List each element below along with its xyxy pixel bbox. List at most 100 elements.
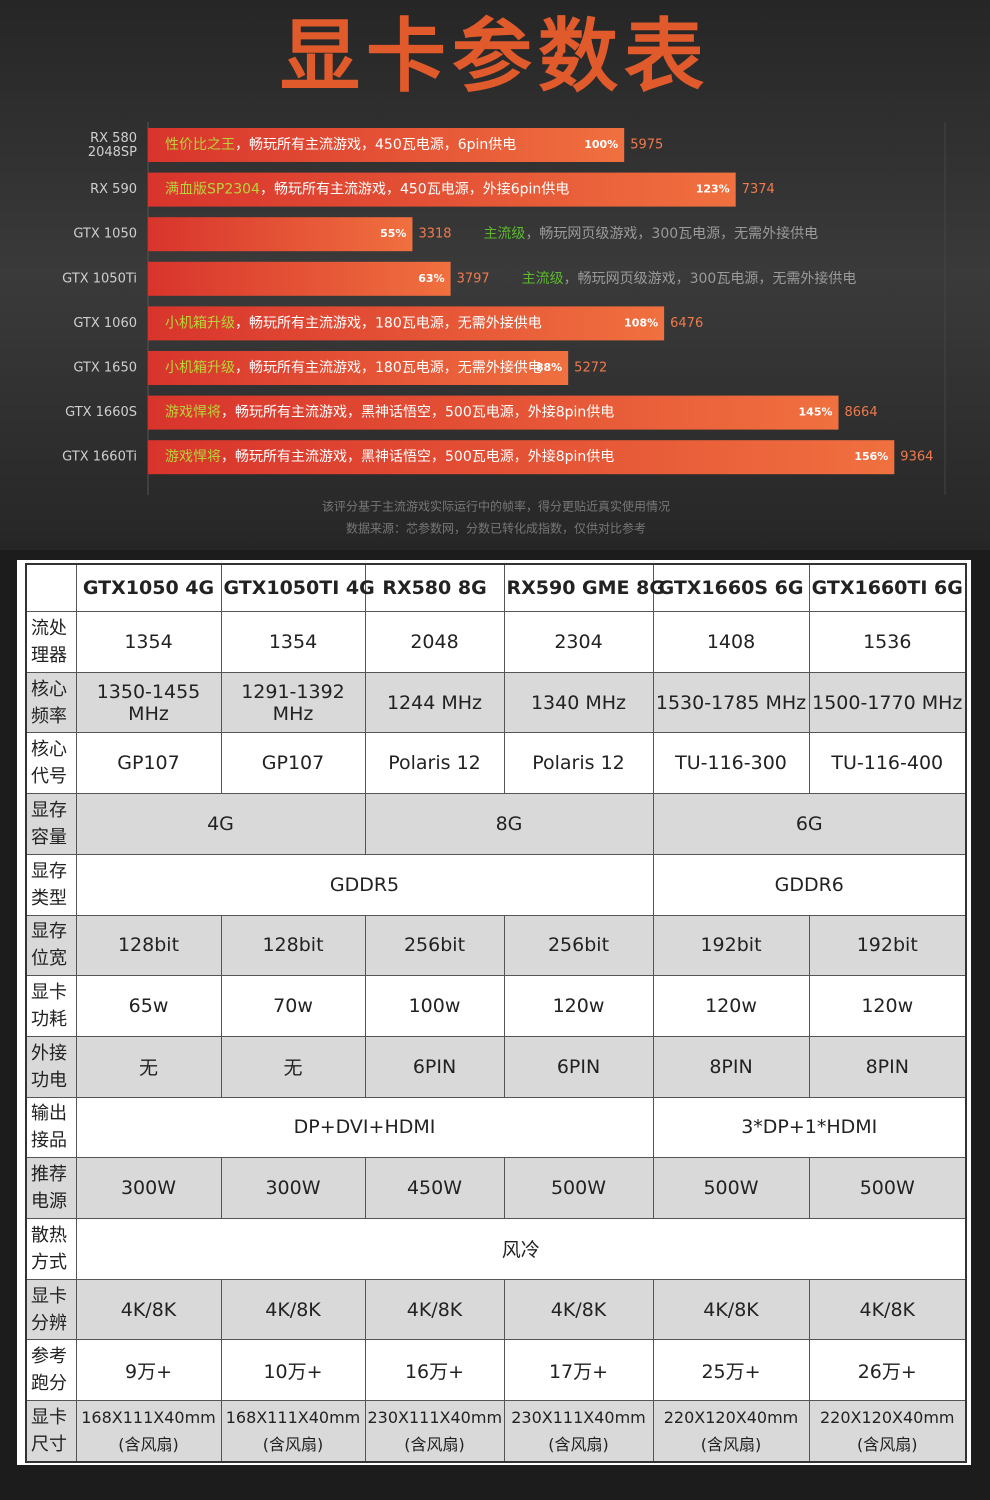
percent-label: 156% — [854, 450, 888, 463]
table-cell: 1350-1455 MHz — [75, 671, 222, 734]
table-cell: 168X111X40mm (含风扇) — [75, 1400, 222, 1463]
row-label: 流处理器 — [25, 611, 77, 673]
description-highlight: 满血版SP2304 — [165, 182, 260, 198]
table-cell: 4K/8K — [503, 1278, 654, 1341]
table-cell: 128bit — [220, 914, 366, 977]
bar-description: 游戏悍将，畅玩所有主流游戏，黑神话悟空，500瓦电源，外接8pin供电 — [165, 448, 614, 465]
table-cell: 9万+ — [75, 1339, 222, 1402]
column-header: GTX1050TI 4G — [220, 563, 375, 612]
value-label: 3797 — [457, 271, 490, 286]
table-cell: 4K/8K — [220, 1278, 366, 1341]
spec-table: GTX1050 4G GTX1050TI 4G RX580 8G RX590 GME … — [25, 563, 967, 1463]
table-cell: GP107 — [220, 732, 366, 795]
table-cell: 1500-1770 MHz — [808, 671, 967, 734]
value-label: 6476 — [670, 316, 703, 331]
bar — [148, 172, 736, 207]
table-cell: 450W — [364, 1157, 505, 1220]
table-cell: Polaris 12 — [364, 732, 505, 795]
table-cell: 1354 — [75, 611, 222, 673]
y-tick-label: GTX 1650 — [73, 361, 137, 376]
column-header: RX590 GME 8G — [503, 563, 665, 612]
percent-label: 55% — [380, 227, 406, 240]
description-highlight: 游戏悍将 — [165, 449, 221, 465]
table-cell: 1340 MHz — [503, 671, 654, 734]
table-cell: 3*DP+1*HDMI — [652, 1096, 967, 1159]
column-header: GTX1660TI 6G — [808, 563, 967, 612]
row-label: 输出接品 — [25, 1096, 77, 1159]
description-text: ，畅玩所有主流游戏，450瓦电源，外接6pin供电 — [260, 181, 569, 198]
table-cell: 风冷 — [75, 1218, 967, 1280]
table-cell: 4K/8K — [75, 1278, 222, 1341]
percent-label: 145% — [799, 406, 833, 419]
table-row: 显存类型 GDDR5 GDDR6 — [25, 853, 967, 916]
bar-description: 游戏悍将，畅玩所有主流游戏，黑神话悟空，500瓦电源，外接8pin供电 — [165, 404, 614, 421]
row-label: 散热方式 — [25, 1218, 77, 1280]
table-cell: 无 — [220, 1035, 366, 1098]
row-label: 核心频率 — [25, 671, 77, 734]
bar — [148, 440, 895, 475]
table-cell: TU-116-300 — [652, 732, 810, 795]
row-label: 参考跑分 — [25, 1339, 77, 1402]
bar — [148, 395, 839, 430]
table-cell: 256bit — [503, 914, 654, 977]
value-label: 5272 — [574, 361, 607, 376]
row-label: 显卡尺寸 — [25, 1400, 77, 1463]
row-label: 显存位宽 — [25, 914, 77, 977]
spec-panel: GTX1050 4G GTX1050TI 4G RX580 8G RX590 GME … — [17, 560, 971, 1465]
table-cell: 6G — [652, 793, 967, 855]
table-cell: 4K/8K — [808, 1278, 967, 1341]
table-row: 显卡分辨 4K/8K 4K/8K 4K/8K 4K/8K 4K/8K 4K/8K — [25, 1278, 967, 1341]
table-cell: 192bit — [652, 914, 810, 977]
value-label: 5975 — [630, 138, 663, 153]
bar-description: 小机箱升级，畅玩所有主流游戏，180瓦电源，无需外接供电 — [165, 314, 542, 331]
table-cell: 70w — [220, 975, 366, 1037]
table-cell: 220X120X40mm (含风扇) — [652, 1400, 810, 1463]
bar — [148, 261, 451, 296]
description-highlight: 性价比之王 — [165, 137, 235, 153]
table-cell: 120w — [652, 975, 810, 1037]
table-cell: GDDR5 — [75, 853, 654, 916]
table-cell: 8G — [364, 793, 654, 855]
footnote: 数据来源：芯参数网，分数已转化成指数，仅供对比参考 — [346, 521, 646, 536]
table-cell: 500W — [808, 1157, 967, 1220]
description-text: ，畅玩所有主流游戏，黑神话悟空，500瓦电源，外接8pin供电 — [221, 448, 614, 465]
description-text: ，畅玩所有主流游戏，黑神话悟空，500瓦电源，外接8pin供电 — [221, 404, 614, 421]
row-label: 推荐电源 — [25, 1157, 77, 1220]
table-cell: 10万+ — [220, 1339, 366, 1402]
table-cell: 230X111X40mm (含风扇) — [503, 1400, 654, 1463]
description-highlight: 主流级 — [483, 226, 525, 242]
table-cell: 230X111X40mm (含风扇) — [364, 1400, 505, 1463]
table-cell: 192bit — [808, 914, 967, 977]
table-row: 显卡尺寸 168X111X40mm (含风扇) 168X111X40mm (含风扇)… — [25, 1400, 967, 1463]
y-tick-label: GTX 1660Ti — [62, 450, 137, 465]
description-text: ，畅玩网页级游戏，300瓦电源，无需外接供电 — [564, 270, 857, 287]
y-tick-label: RX 580 2048SP — [88, 131, 137, 160]
table-row: 输出接品 DP+DVI+HDMI 3*DP+1*HDMI — [25, 1096, 967, 1159]
header-row: GTX1050 4G GTX1050TI 4G RX580 8G RX590 GME … — [25, 563, 967, 612]
table-cell: 17万+ — [503, 1339, 654, 1402]
table-row: 流处理器 1354 1354 2048 2304 1408 1536 — [25, 611, 967, 673]
column-header: GTX1660S 6G — [652, 563, 810, 612]
description-highlight: 小机箱升级 — [165, 360, 235, 376]
table-cell: TU-116-400 — [808, 732, 967, 795]
bar-description: 性价比之王，畅玩所有主流游戏，450瓦电源，6pin供电 — [165, 137, 516, 153]
table-row: 散热方式 风冷 — [25, 1218, 967, 1280]
table-cell: 1354 — [220, 611, 366, 673]
description-highlight: 小机箱升级 — [165, 315, 235, 331]
table-cell: 8PIN — [652, 1035, 810, 1098]
row-label: 显卡功耗 — [25, 975, 77, 1037]
value-label: 8664 — [845, 405, 878, 420]
table-row: 核心频率 1350-1455 MHz 1291-1392 MHz 1244 MHz 13… — [25, 671, 967, 734]
table-cell: 65w — [75, 975, 222, 1037]
table-row: 核心代号 GP107 GP107 Polaris 12 Polaris 12 TU-116… — [25, 732, 967, 795]
table-cell: 500W — [652, 1157, 810, 1220]
description-text: ，畅玩网页级游戏，300瓦电源，无需外接供电 — [525, 225, 818, 242]
table-row: 推荐电源 300W 300W 450W 500W 500W 500W — [25, 1157, 967, 1220]
table-cell: 2304 — [503, 611, 654, 673]
bar — [148, 306, 665, 341]
y-tick-label: RX 590 — [90, 182, 137, 197]
table-cell: 2048 — [364, 611, 505, 673]
table-cell: 128bit — [75, 914, 222, 977]
row-label: 显存容量 — [25, 793, 77, 855]
